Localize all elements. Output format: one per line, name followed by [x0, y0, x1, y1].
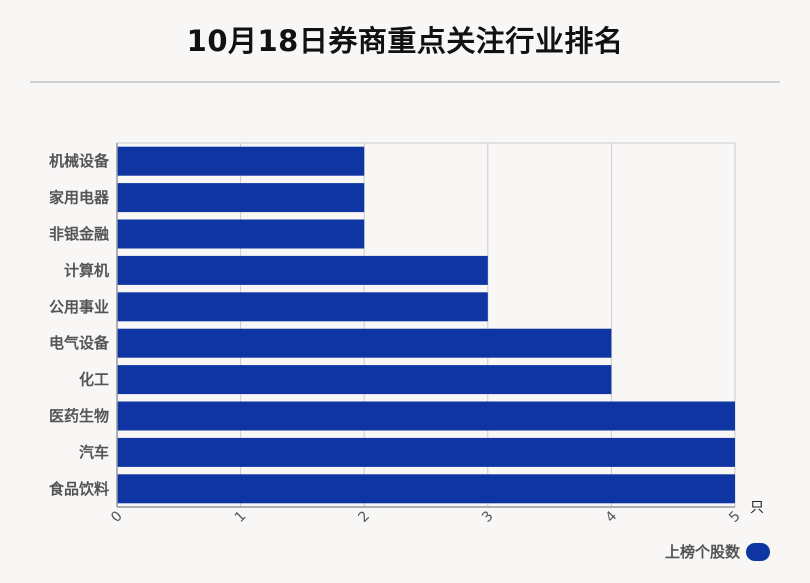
title-divider: [30, 81, 780, 83]
x-tick-label: 4: [603, 508, 621, 526]
bar: [117, 365, 612, 395]
bar: [117, 474, 735, 504]
category-label: 电气设备: [49, 334, 110, 352]
bar: [117, 401, 735, 431]
x-tick-label: 0: [108, 508, 126, 526]
category-label: 汽车: [79, 443, 109, 461]
x-tick-label: 3: [479, 508, 497, 526]
category-label: 医药生物: [49, 407, 109, 425]
chart-title: 10月18日券商重点关注行业排名: [186, 24, 624, 58]
category-label: 公用事业: [49, 298, 109, 316]
x-tick-label: 1: [232, 508, 250, 526]
legend-label: 上榜个股数: [664, 543, 740, 561]
bar: [117, 328, 612, 358]
category-label: 计算机: [64, 261, 109, 279]
category-label: 非银金融: [49, 225, 109, 243]
category-label: 机械设备: [49, 152, 110, 170]
bar: [117, 219, 365, 249]
bar: [117, 183, 365, 213]
category-label: 食品饮料: [49, 480, 109, 498]
bar: [117, 437, 735, 467]
category-label: 家用电器: [49, 189, 110, 207]
bar: [117, 255, 488, 285]
x-unit-label: 只: [750, 500, 764, 516]
x-tick-label: 5: [726, 508, 744, 526]
bar: [117, 146, 365, 176]
legend-swatch[interactable]: [746, 542, 770, 561]
bar: [117, 292, 488, 322]
legend[interactable]: 上榜个股数: [665, 541, 770, 562]
category-label: 化工: [79, 371, 109, 389]
x-tick-label: 2: [355, 508, 373, 526]
